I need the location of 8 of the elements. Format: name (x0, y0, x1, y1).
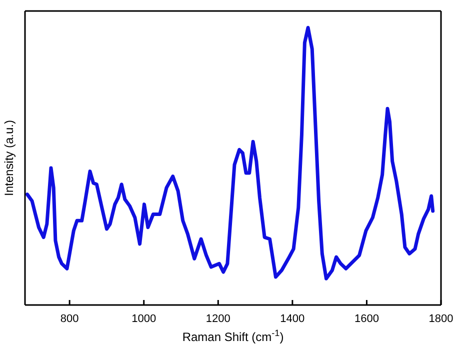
x-tick-label: 1400 (280, 312, 305, 325)
x-tick-label: 1600 (354, 312, 379, 325)
x-axis-title: Raman Shift (cm$^{-1}$) (182, 328, 284, 344)
x-tick-label: 1000 (132, 312, 156, 325)
x-tick-label: 1200 (206, 312, 230, 325)
x-tick-label: 800 (60, 312, 79, 325)
x-tick-label: 1800 (428, 312, 454, 325)
y-axis-title: Intensity (a.u.) (2, 120, 16, 196)
